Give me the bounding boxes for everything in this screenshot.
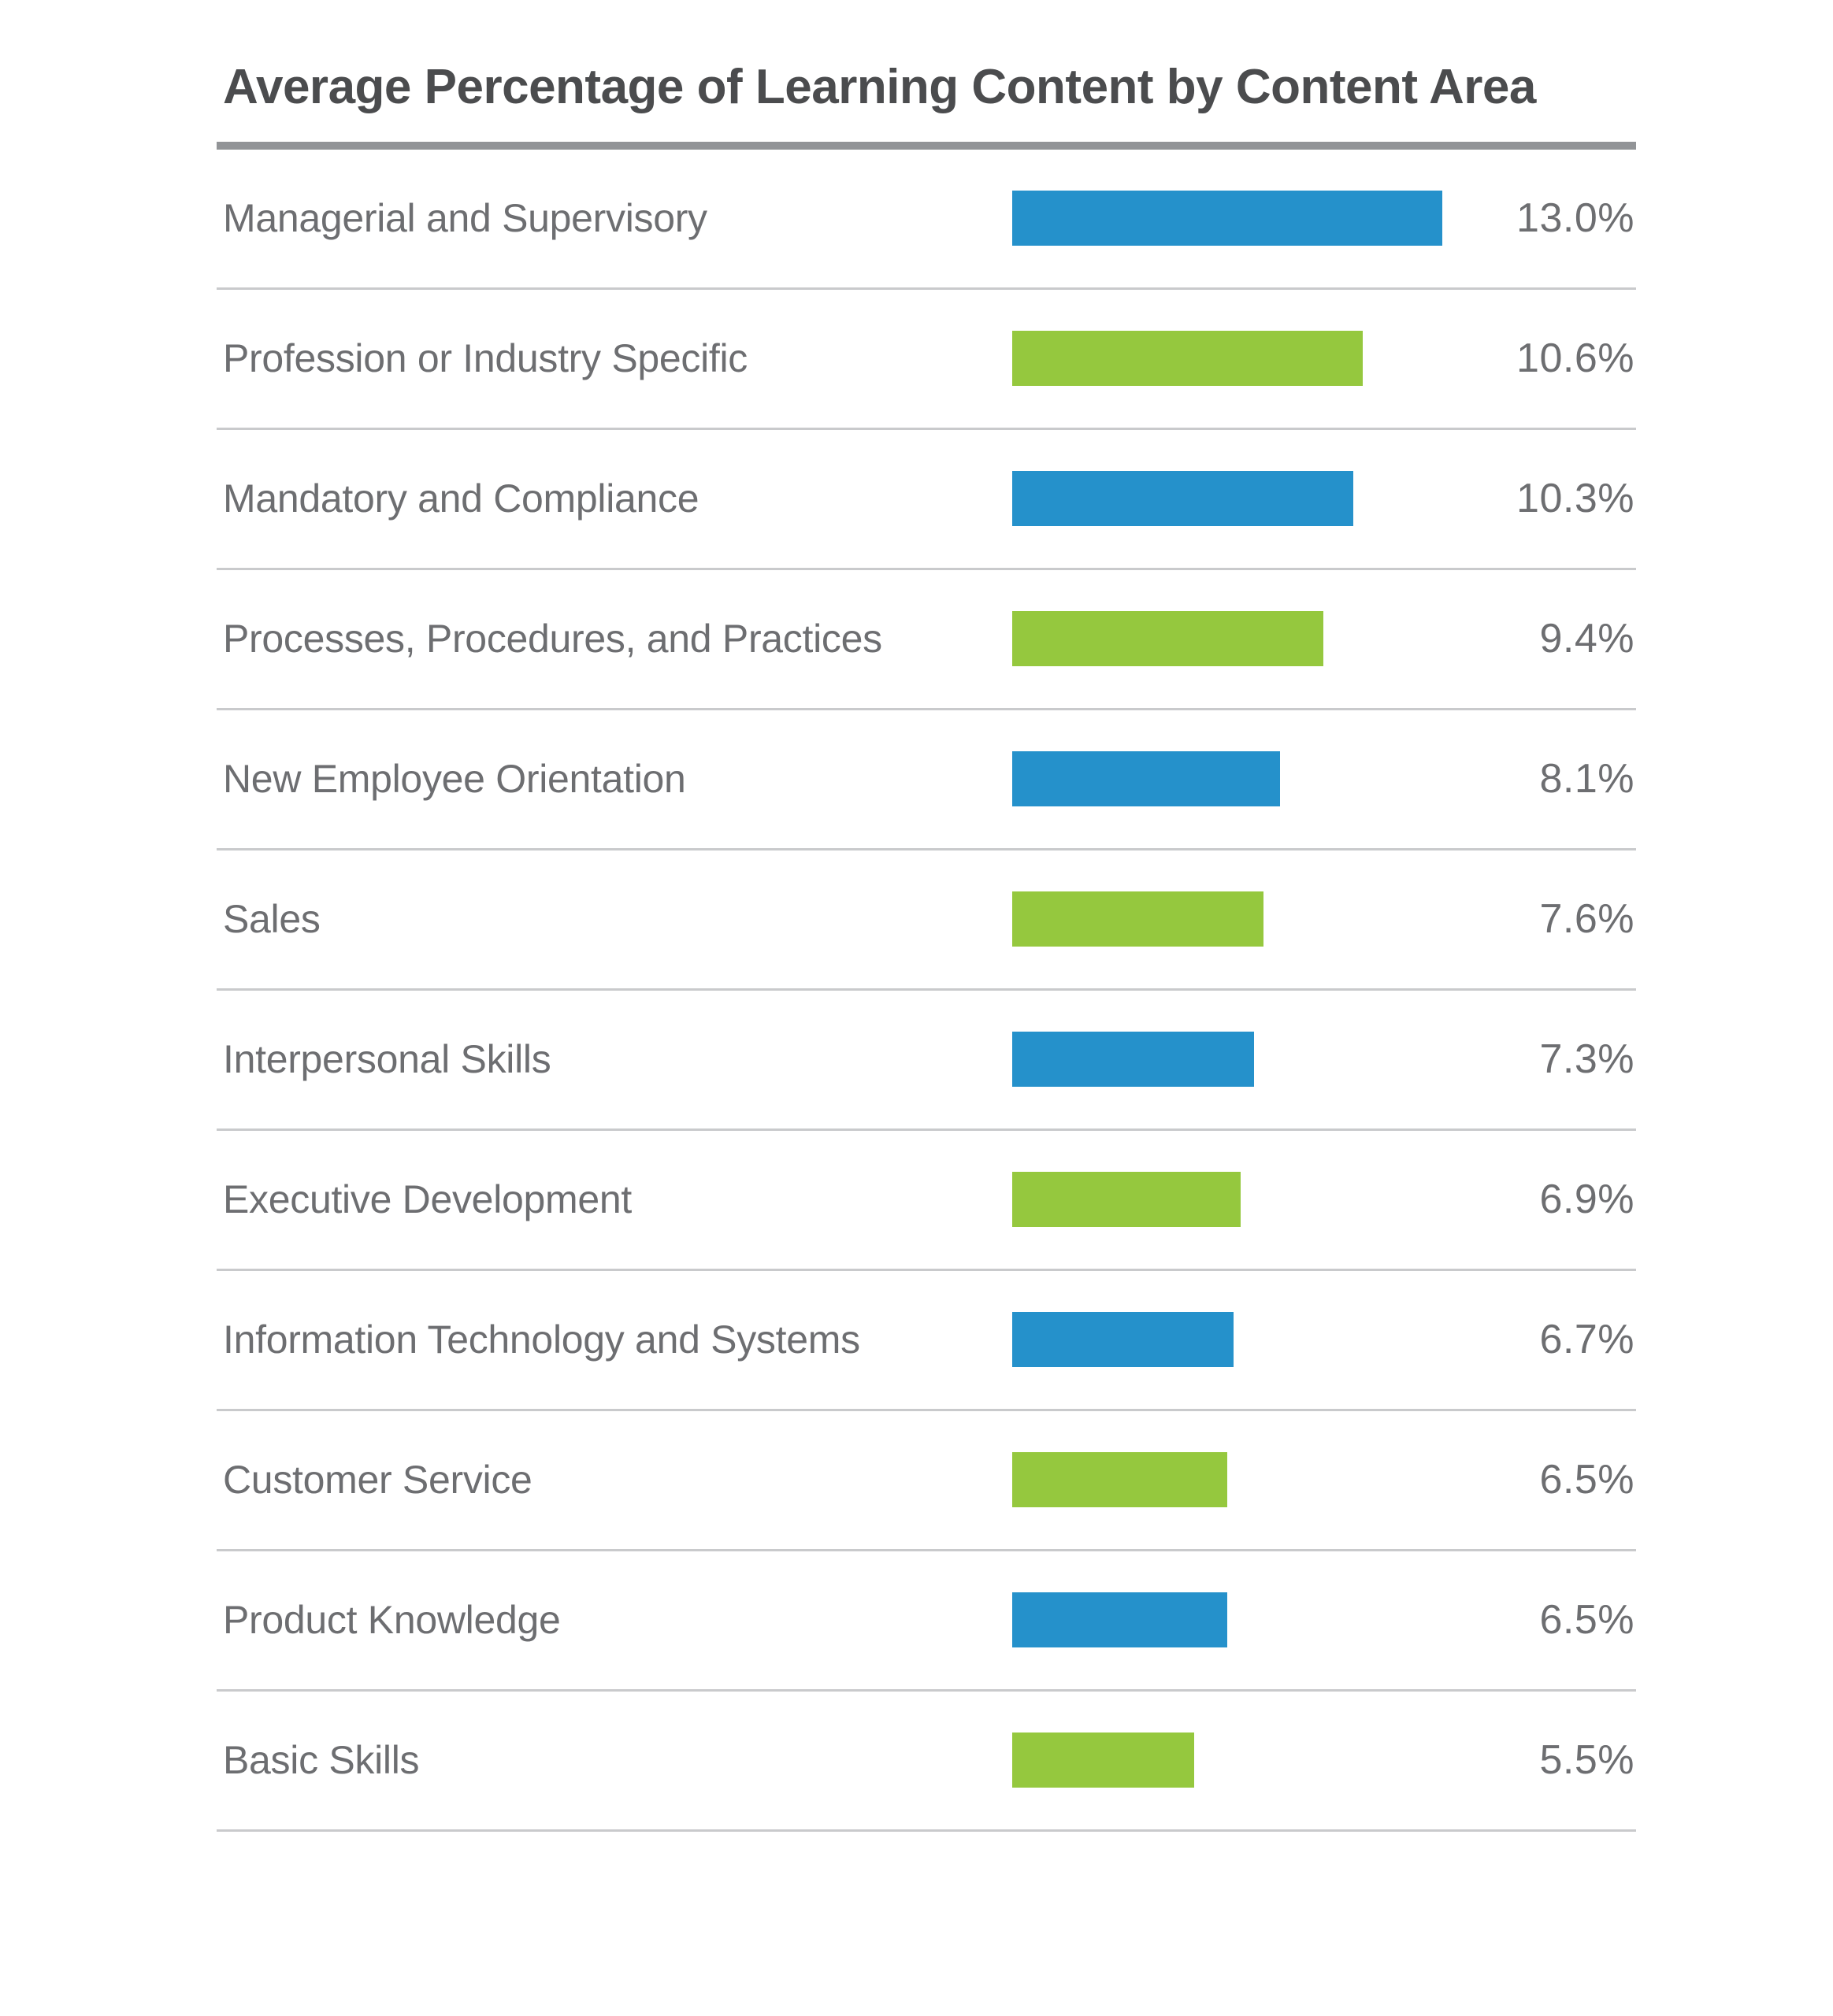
row-label: Profession or Industry Specific <box>223 336 748 380</box>
chart-row: Basic Skills 5.5% <box>217 1692 1636 1832</box>
chart-row: Product Knowledge 6.5% <box>217 1551 1636 1692</box>
value-bar <box>1012 1592 1227 1647</box>
bar-cell <box>1012 611 1453 666</box>
value-bar <box>1012 191 1442 246</box>
row-value: 10.6% <box>1516 335 1634 381</box>
chart-row: Information Technology and Systems 6.7% <box>217 1271 1636 1411</box>
chart-row: Interpersonal Skills 7.3% <box>217 991 1636 1131</box>
value-bar <box>1012 1172 1241 1227</box>
bar-cell <box>1012 891 1453 947</box>
chart-row: New Employee Orientation 8.1% <box>217 710 1636 850</box>
bar-cell <box>1012 331 1453 386</box>
chart-row: Customer Service 6.5% <box>217 1411 1636 1551</box>
value-bar <box>1012 751 1281 806</box>
row-label: Mandatory and Compliance <box>223 476 699 521</box>
value-bar <box>1012 1452 1227 1507</box>
chart-row: Sales 7.6% <box>217 850 1636 991</box>
row-value: 13.0% <box>1516 195 1634 241</box>
row-label: Interpersonal Skills <box>223 1037 551 1081</box>
value-bar <box>1012 611 1323 666</box>
row-label: Managerial and Supervisory <box>223 196 707 240</box>
chart-row: Mandatory and Compliance 10.3% <box>217 430 1636 570</box>
row-value: 6.7% <box>1539 1317 1634 1362</box>
row-label: Information Technology and Systems <box>223 1317 860 1362</box>
row-value: 6.5% <box>1539 1597 1634 1643</box>
row-label: Sales <box>223 897 321 941</box>
row-value: 7.6% <box>1539 896 1634 942</box>
value-bar <box>1012 891 1264 947</box>
row-label: Basic Skills <box>223 1738 420 1782</box>
row-value: 6.9% <box>1539 1177 1634 1222</box>
bar-cell <box>1012 1312 1453 1367</box>
title-underline <box>217 141 1636 150</box>
row-value: 5.5% <box>1539 1737 1634 1783</box>
value-bar <box>1012 331 1364 386</box>
row-value: 7.3% <box>1539 1036 1634 1082</box>
row-value: 10.3% <box>1516 476 1634 521</box>
row-label: New Employee Orientation <box>223 757 686 801</box>
value-bar <box>1012 1732 1194 1788</box>
chart-row: Managerial and Supervisory 13.0% <box>217 150 1636 290</box>
row-value: 9.4% <box>1539 616 1634 662</box>
value-bar <box>1012 471 1353 526</box>
value-bar <box>1012 1032 1254 1087</box>
bar-cell <box>1012 1452 1453 1507</box>
bar-cell <box>1012 471 1453 526</box>
bar-cell <box>1012 1732 1453 1788</box>
bar-cell <box>1012 1032 1453 1087</box>
bar-cell <box>1012 1172 1453 1227</box>
row-label: Processes, Procedures, and Practices <box>223 617 882 661</box>
row-label: Executive Development <box>223 1177 632 1221</box>
row-value: 8.1% <box>1539 756 1634 802</box>
bar-rows: Managerial and Supervisory 13.0% Professio… <box>217 150 1636 1832</box>
chart-row: Processes, Procedures, and Practices 9.4% <box>217 570 1636 710</box>
chart-row: Executive Development 6.9% <box>217 1131 1636 1271</box>
bar-cell <box>1012 191 1453 246</box>
row-label: Customer Service <box>223 1458 532 1502</box>
chart-row: Profession or Industry Specific 10.6% <box>217 290 1636 430</box>
chart: Average Percentage of Learning Content b… <box>217 57 1636 1832</box>
bar-cell <box>1012 751 1453 806</box>
value-bar <box>1012 1312 1234 1367</box>
row-label: Product Knowledge <box>223 1598 561 1642</box>
row-value: 6.5% <box>1539 1457 1634 1503</box>
bar-cell <box>1012 1592 1453 1647</box>
page-title: Average Percentage of Learning Content b… <box>223 60 1536 114</box>
